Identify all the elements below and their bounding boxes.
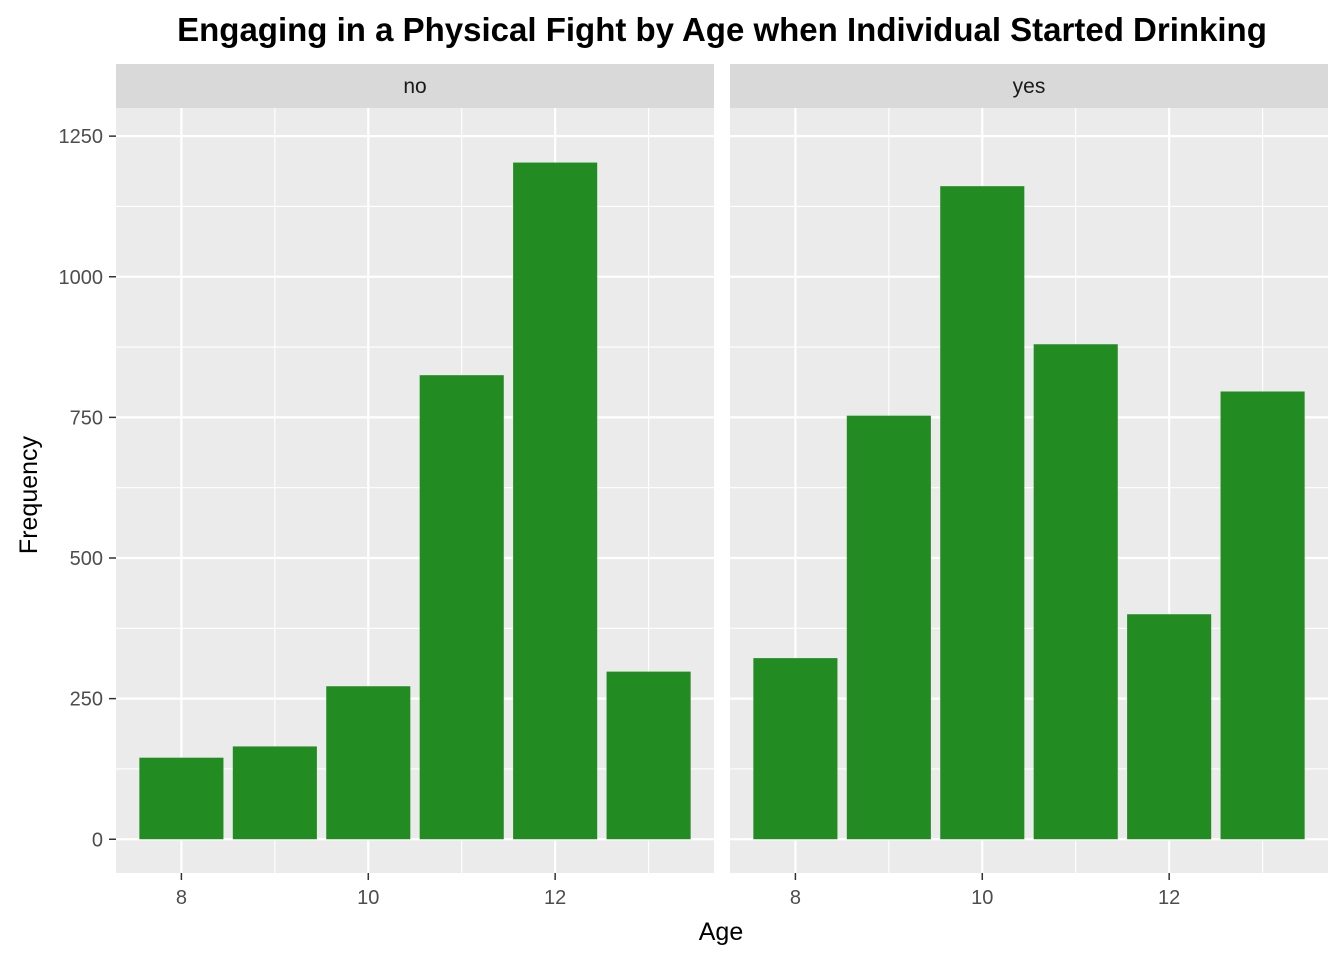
y-tick-label: 1000 [59,267,104,289]
y-tick-label: 1250 [59,126,104,148]
facet-panels: no 8 10 12 yes 8 10 12 [116,64,1328,909]
bar-yes-age-10 [940,186,1025,840]
y-axis: 0 250 500 750 1000 1250 [59,126,116,851]
y-tick-label: 0 [92,829,103,851]
facet-strip-label: no [403,75,426,98]
x-tick-label: 12 [1158,887,1180,909]
bar-yes-age-8 [753,658,838,840]
x-tick-label: 10 [357,887,379,909]
y-tick-label: 250 [70,689,103,711]
facet-panel-no: no 8 10 12 [116,64,714,909]
x-tick-label: 12 [544,887,566,909]
x-tick-label: 8 [176,887,187,909]
bar-yes-age-13 [1220,391,1305,840]
x-tick-label: 8 [790,887,801,909]
facet-panel-yes: yes 8 10 12 [730,64,1328,909]
bar-no-age-13 [606,671,691,840]
bar-yes-age-9 [846,415,931,840]
facet-strip [116,64,714,108]
bar-no-age-8 [139,757,224,840]
bar-no-age-10 [326,686,411,840]
y-tick-label: 500 [70,548,103,570]
facet-strip [730,64,1328,108]
x-axis-title: Age [699,918,743,946]
facet-strip-label: yes [1013,75,1046,98]
y-axis-title: Frequency [15,435,43,554]
bar-yes-age-11 [1033,344,1118,840]
bar-no-age-9 [232,746,317,840]
x-tick-label: 10 [971,887,993,909]
y-tick-label: 750 [70,407,103,429]
bar-no-age-12 [513,162,598,840]
bar-no-age-11 [419,375,504,840]
bar-yes-age-12 [1127,614,1212,840]
chart-title: Engaging in a Physical Fight by Age when… [177,11,1267,48]
